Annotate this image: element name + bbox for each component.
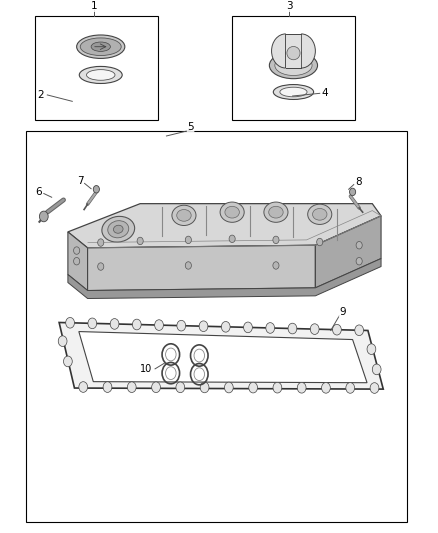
Ellipse shape xyxy=(273,85,314,100)
Text: 3: 3 xyxy=(286,2,293,12)
Circle shape xyxy=(356,257,362,265)
Circle shape xyxy=(367,344,376,354)
Circle shape xyxy=(346,383,355,393)
Ellipse shape xyxy=(220,202,244,222)
Bar xyxy=(26,131,407,522)
Circle shape xyxy=(372,364,381,375)
Circle shape xyxy=(177,320,186,331)
Polygon shape xyxy=(79,332,367,383)
Ellipse shape xyxy=(77,35,125,59)
Circle shape xyxy=(64,356,72,367)
Ellipse shape xyxy=(269,206,283,218)
Circle shape xyxy=(88,318,97,329)
Circle shape xyxy=(137,237,143,245)
Text: 10: 10 xyxy=(140,364,152,374)
Text: 5: 5 xyxy=(187,122,194,132)
Circle shape xyxy=(273,262,279,269)
Ellipse shape xyxy=(313,208,327,220)
Wedge shape xyxy=(301,34,315,68)
Circle shape xyxy=(155,320,163,330)
Ellipse shape xyxy=(102,216,134,242)
Text: 7: 7 xyxy=(77,176,84,186)
Text: 4: 4 xyxy=(321,88,328,98)
Ellipse shape xyxy=(80,38,121,55)
Bar xyxy=(35,16,158,120)
Text: 6: 6 xyxy=(35,187,42,197)
Circle shape xyxy=(317,238,323,246)
Text: 1: 1 xyxy=(91,2,98,12)
Circle shape xyxy=(288,323,297,334)
Circle shape xyxy=(176,382,185,393)
Circle shape xyxy=(249,382,258,393)
Ellipse shape xyxy=(269,52,318,79)
Ellipse shape xyxy=(225,206,239,218)
Circle shape xyxy=(110,319,119,329)
Text: 2: 2 xyxy=(37,90,44,100)
Ellipse shape xyxy=(275,55,312,76)
Ellipse shape xyxy=(91,42,110,51)
Circle shape xyxy=(132,319,141,330)
Circle shape xyxy=(98,239,104,246)
Circle shape xyxy=(355,325,364,336)
Circle shape xyxy=(244,322,252,333)
Circle shape xyxy=(39,211,48,222)
Circle shape xyxy=(185,262,191,269)
Bar xyxy=(286,34,301,68)
Polygon shape xyxy=(68,232,88,290)
Polygon shape xyxy=(68,259,381,298)
Ellipse shape xyxy=(108,221,129,238)
Ellipse shape xyxy=(172,205,196,225)
Circle shape xyxy=(103,382,112,392)
Circle shape xyxy=(350,188,356,196)
Polygon shape xyxy=(315,216,381,288)
Text: 9: 9 xyxy=(339,307,346,317)
Circle shape xyxy=(93,185,99,193)
Circle shape xyxy=(310,324,319,334)
Ellipse shape xyxy=(113,225,123,233)
Circle shape xyxy=(356,241,362,249)
Circle shape xyxy=(273,382,282,393)
Ellipse shape xyxy=(264,202,288,222)
Circle shape xyxy=(273,236,279,244)
Circle shape xyxy=(200,382,209,393)
Circle shape xyxy=(74,257,80,265)
Circle shape xyxy=(127,382,136,392)
Polygon shape xyxy=(68,204,381,248)
Wedge shape xyxy=(272,34,286,68)
Circle shape xyxy=(185,236,191,244)
Circle shape xyxy=(297,383,306,393)
Ellipse shape xyxy=(307,204,332,224)
Circle shape xyxy=(58,336,67,346)
Circle shape xyxy=(266,322,275,333)
Circle shape xyxy=(332,325,341,335)
Circle shape xyxy=(370,383,379,393)
Ellipse shape xyxy=(87,70,115,80)
Circle shape xyxy=(199,321,208,332)
Circle shape xyxy=(66,318,74,328)
Circle shape xyxy=(224,382,233,393)
Text: 8: 8 xyxy=(355,177,362,187)
Circle shape xyxy=(221,321,230,332)
Circle shape xyxy=(152,382,160,393)
Polygon shape xyxy=(88,245,315,290)
Circle shape xyxy=(74,247,80,254)
Ellipse shape xyxy=(79,67,122,84)
Circle shape xyxy=(79,382,88,392)
Ellipse shape xyxy=(177,209,191,221)
Circle shape xyxy=(321,383,330,393)
Bar xyxy=(232,16,355,120)
Circle shape xyxy=(98,263,104,270)
Ellipse shape xyxy=(287,46,300,60)
Ellipse shape xyxy=(280,87,307,97)
Polygon shape xyxy=(59,322,383,389)
Circle shape xyxy=(229,235,235,243)
